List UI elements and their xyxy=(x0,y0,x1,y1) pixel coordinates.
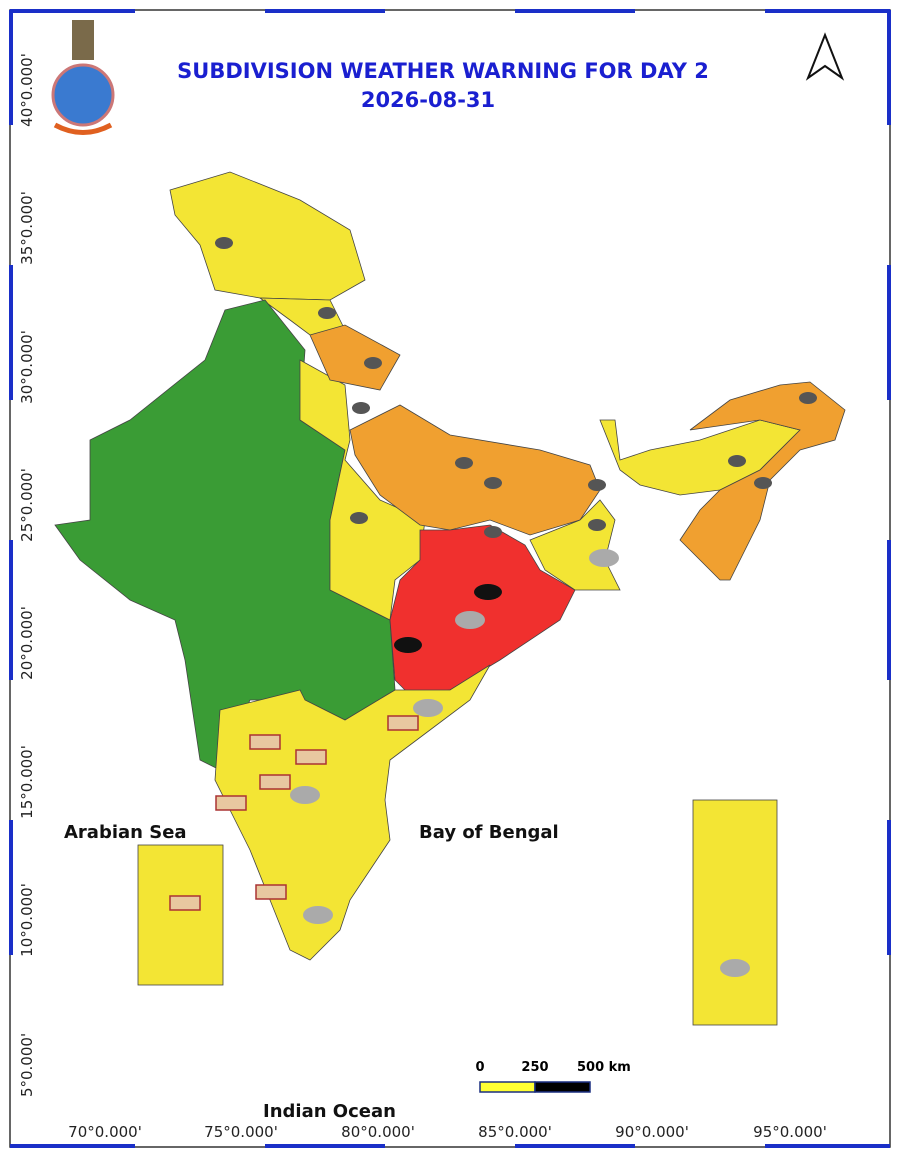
lat-label: 5°0.000' xyxy=(18,1033,36,1097)
wind-icons xyxy=(169,715,419,911)
lat-label: 20°0.000' xyxy=(18,606,36,680)
lat-label: 30°0.000' xyxy=(18,330,36,404)
lon-label: 75°0.000' xyxy=(204,1123,278,1141)
lon-label: 70°0.000' xyxy=(68,1123,142,1141)
lat-label: 40°0.000' xyxy=(18,53,36,127)
lat-label: 10°0.000' xyxy=(18,883,36,957)
scale-label: 250 xyxy=(521,1060,548,1075)
logo xyxy=(51,20,115,135)
frame-ticks xyxy=(9,9,891,1148)
longitude-labels: 70°0.000' 75°0.000' 80°0.000' 85°0.000' … xyxy=(68,1123,827,1141)
north-arrow xyxy=(805,32,845,81)
lat-label: 35°0.000' xyxy=(18,191,36,265)
scale-label: 0 xyxy=(475,1060,484,1075)
sea-label: Indian Ocean xyxy=(263,1101,396,1122)
lon-label: 80°0.000' xyxy=(341,1123,415,1141)
scale-label: 500 km xyxy=(577,1060,631,1075)
latitude-labels: 40°0.000' 35°0.000' 30°0.000' 25°0.000' … xyxy=(18,53,36,1097)
lat-label: 25°0.000' xyxy=(18,468,36,542)
sea-label: Arabian Sea xyxy=(64,822,187,843)
lon-label: 85°0.000' xyxy=(478,1123,552,1141)
lon-label: 90°0.000' xyxy=(615,1123,689,1141)
lon-label: 95°0.000' xyxy=(753,1123,827,1141)
date: 2026-08-31 xyxy=(361,88,495,112)
india-map xyxy=(54,171,846,1026)
sea-label: Bay of Bengal xyxy=(419,822,559,843)
title: SUBDIVISION WEATHER WARNING FOR DAY 2 xyxy=(177,59,709,83)
lat-label: 15°0.000' xyxy=(18,745,36,819)
scale-bar: 0 250 500 km xyxy=(475,1060,631,1093)
weather-icons xyxy=(215,237,817,977)
